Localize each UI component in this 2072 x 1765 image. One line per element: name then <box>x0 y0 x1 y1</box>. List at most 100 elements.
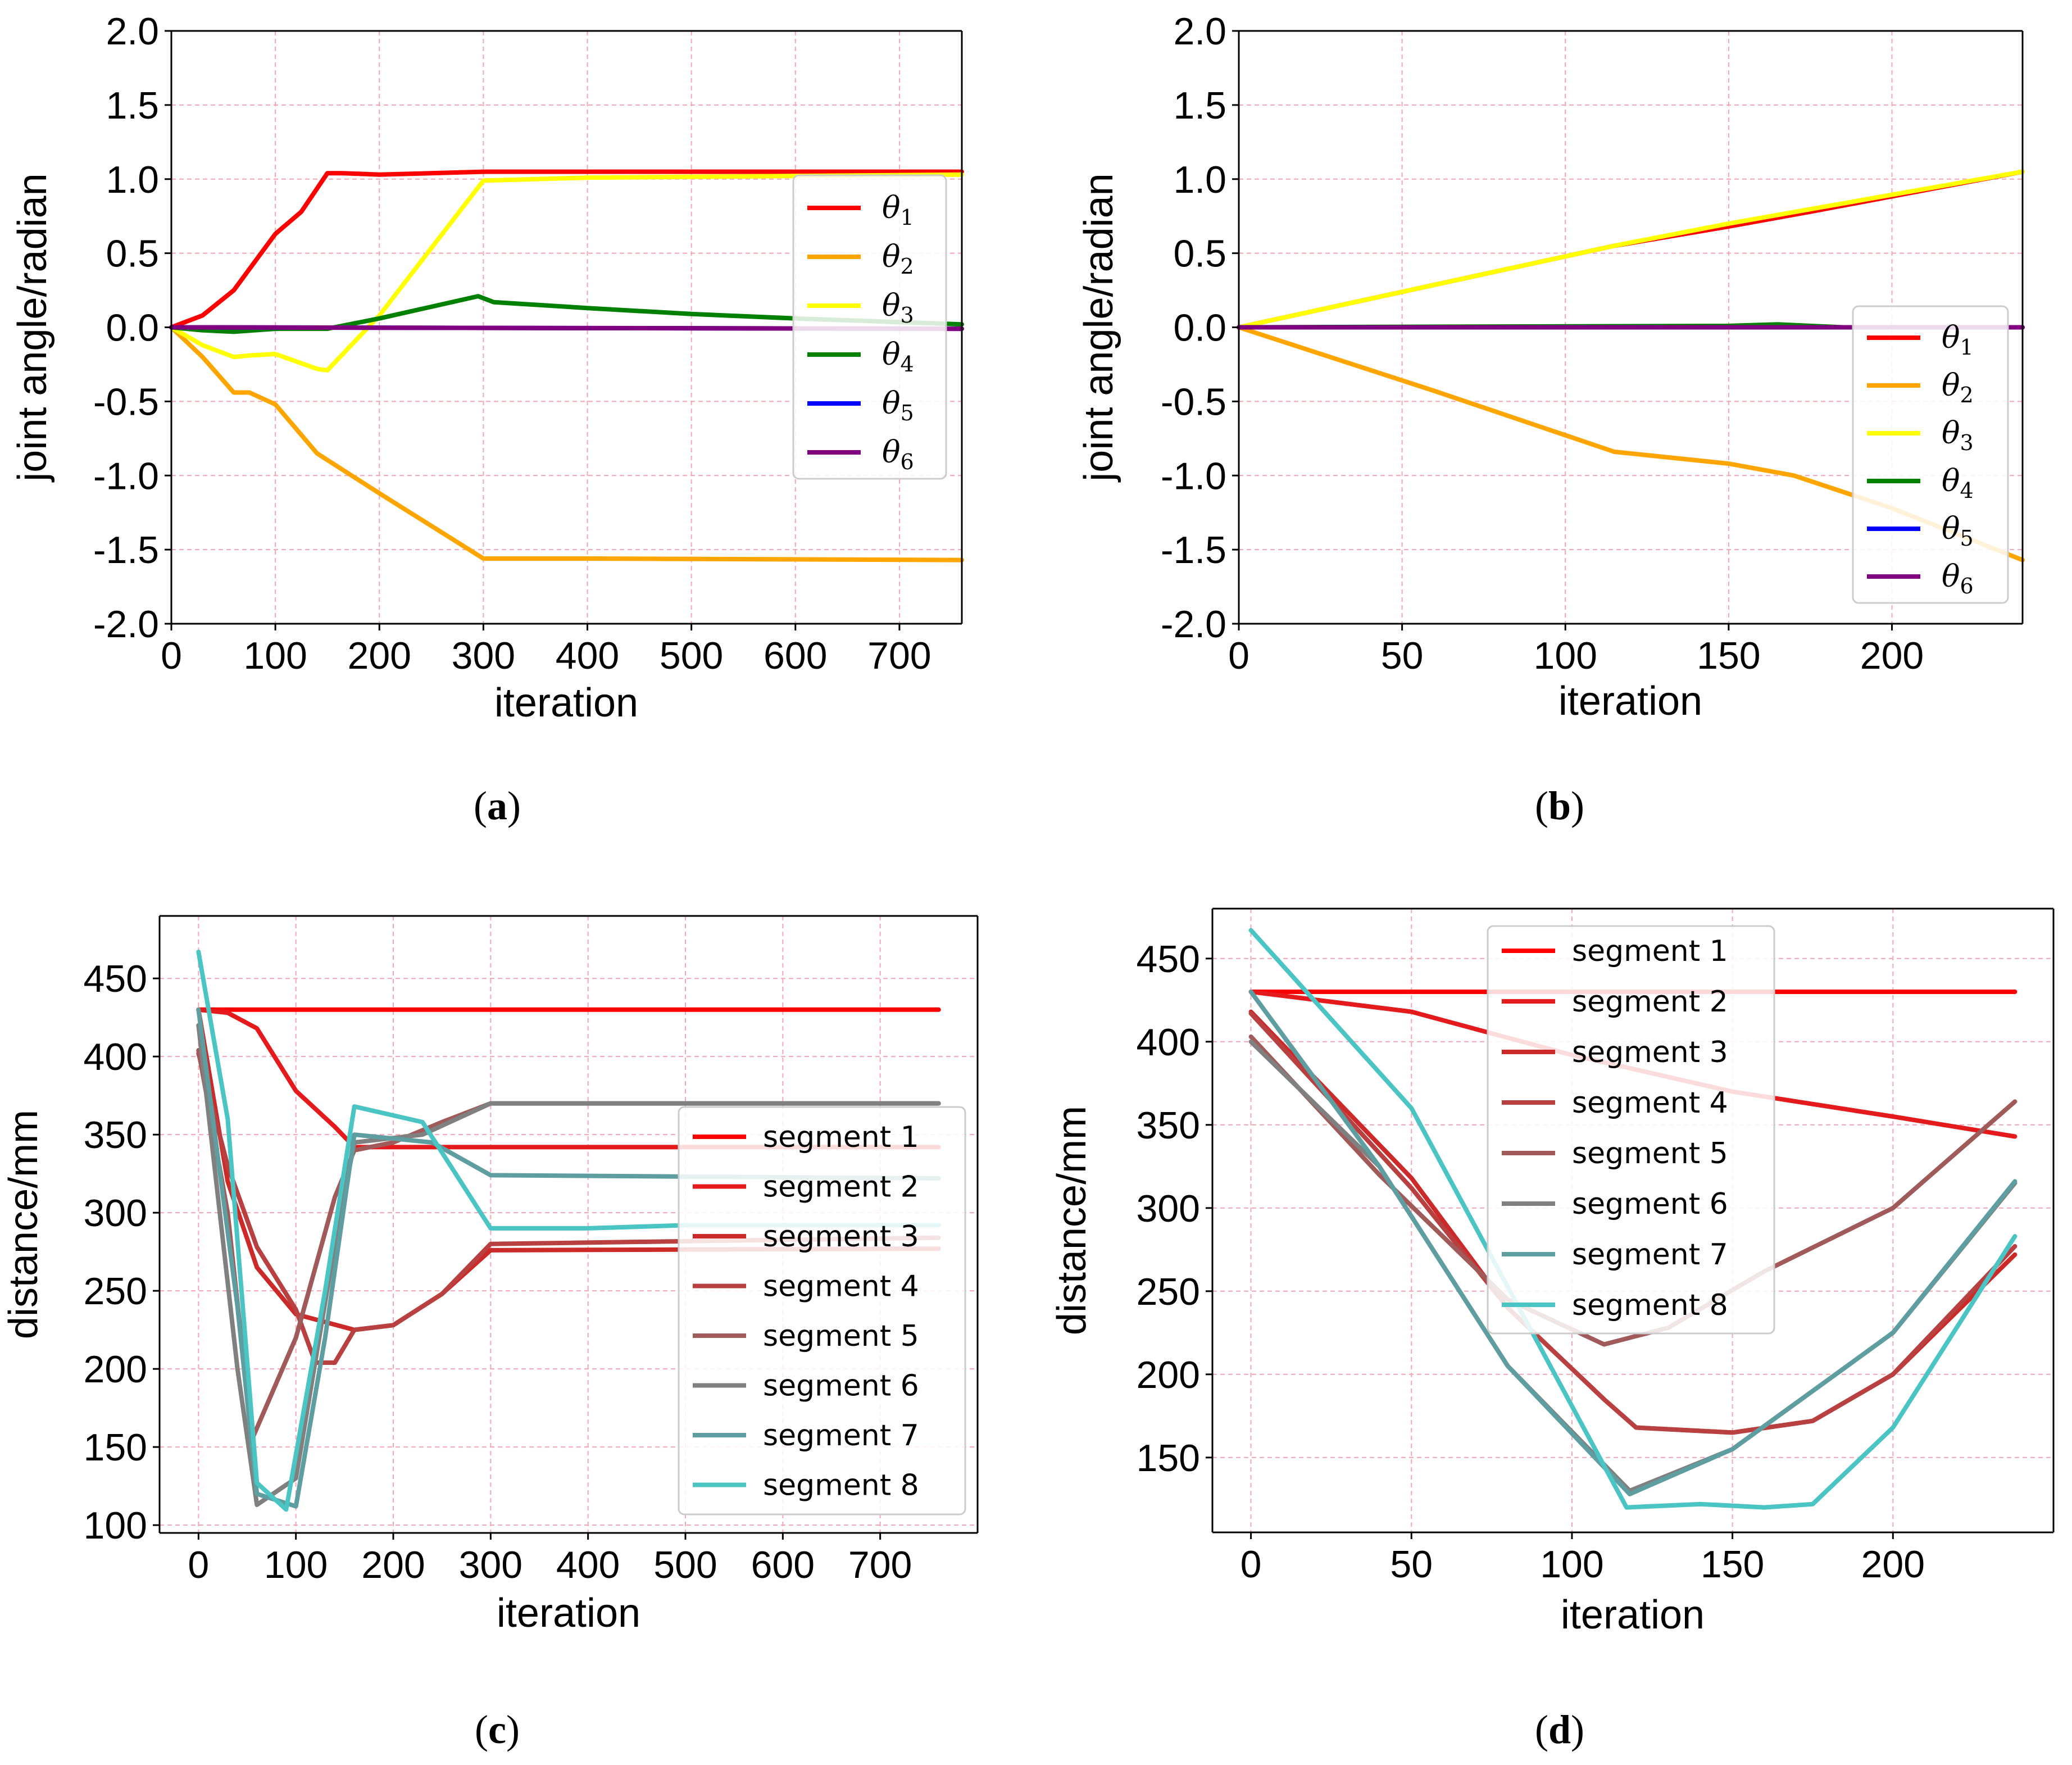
y-tick-label--1.5: -1.5 <box>93 529 159 571</box>
y-tick-label--0.5: -0.5 <box>93 380 159 423</box>
legend-label-8: segment 8 <box>763 1469 919 1503</box>
legend-label-4: segment 4 <box>763 1270 919 1304</box>
caption-a: (a) <box>474 783 521 828</box>
gridlines <box>160 916 978 1533</box>
x-tick-label-0: 0 <box>1228 634 1249 677</box>
panel-d-segment-distances: 0 50 100 150 200 450 400 350 300 250 200 150 iterati… <box>1049 908 2055 1637</box>
x-tick-label-700: 700 <box>867 634 931 677</box>
x-tick-label-200: 200 <box>348 634 411 677</box>
legend-label-2: segment 2 <box>763 1170 919 1204</box>
series-line-4 <box>169 294 964 334</box>
x-tick-label-150: 150 <box>1701 1543 1764 1586</box>
y-axis-title: joint angle/radian <box>10 173 55 482</box>
tick-labels: 0 100 200 300 400 500 600 700 450 400 350 300 250 200… <box>84 958 912 1586</box>
legend: segment 1 segment 2 segment 3 segment 4 segm… <box>1487 925 1775 1335</box>
series-line-4 <box>1248 1011 2018 1435</box>
legend-label-4: θ4 <box>1942 463 1974 503</box>
panel-a-joint-angles: 0 100 200 300 400 500 600 700 2.0 1.5 1.0 0.5 0.0 -0.… <box>10 10 964 725</box>
x-axis-title: iteration <box>494 680 638 725</box>
legend: θ1 θ2 θ3 θ4 θ5 θ6 <box>792 174 947 480</box>
y-tick-label-350: 350 <box>1137 1104 1200 1147</box>
y-tick-label-300: 300 <box>1137 1187 1200 1230</box>
x-tick-label-500: 500 <box>660 634 723 677</box>
legend-label-5: θ5 <box>1942 511 1974 551</box>
y-tick-label-300: 300 <box>84 1192 147 1235</box>
legend: θ1 θ2 θ3 θ4 θ5 θ6 <box>1852 305 2009 604</box>
legend-box <box>792 174 947 480</box>
legend-box <box>678 1106 966 1516</box>
series-line-4 <box>196 1051 941 1365</box>
legend-label-7: segment 7 <box>763 1419 919 1453</box>
y-tick-label-1: 1.0 <box>1173 158 1226 201</box>
y-tick-label--2: -2.0 <box>93 603 159 646</box>
y-tick-label--2: -2.0 <box>1161 603 1226 646</box>
x-tick-label-100: 100 <box>1534 634 1597 677</box>
legend-label-3: θ3 <box>1942 415 1974 455</box>
y-tick-label--1.5: -1.5 <box>1161 529 1226 571</box>
y-tick-label--1: -1.0 <box>93 455 159 497</box>
series-lines <box>196 949 941 1512</box>
series-lines <box>1237 169 2025 562</box>
y-tick-label-2: 2.0 <box>1173 10 1226 53</box>
x-tick-label-150: 150 <box>1697 634 1760 677</box>
legend-label-6: segment 6 <box>1572 1187 1728 1221</box>
y-tick-label-0: 0.0 <box>1173 307 1226 350</box>
y-tick-label-450: 450 <box>84 958 147 1000</box>
y-tick-label-250: 250 <box>1137 1271 1200 1313</box>
y-tick-label-1.5: 1.5 <box>106 84 159 127</box>
y-tick-label-1: 1.0 <box>106 158 159 201</box>
y-tick-label-2: 2.0 <box>106 10 159 53</box>
legend-label-3: segment 3 <box>1572 1036 1728 1069</box>
caption-b: (b) <box>1535 783 1584 828</box>
legend-label-3: segment 3 <box>763 1220 919 1254</box>
y-axis-title: distance/mm <box>1049 1106 1094 1335</box>
y-tick-label-250: 250 <box>84 1270 147 1313</box>
caption-c: (c) <box>475 1707 520 1752</box>
panel-b-joint-angles: 0 50 100 150 200 2.0 1.5 1.0 0.5 0.0 -0.5 -1.0 -1.5 -… <box>1076 10 2025 724</box>
series-line-8 <box>1248 928 2018 1510</box>
series-line-2 <box>196 1007 941 1150</box>
x-tick-label-100: 100 <box>243 634 307 677</box>
x-tick-label-500: 500 <box>653 1544 717 1586</box>
tick-labels: 0 50 100 150 200 450 400 350 300 250 200 150 <box>1137 938 1925 1586</box>
x-axis-title: iteration <box>1558 679 1702 724</box>
x-tick-label-100: 100 <box>1540 1543 1603 1586</box>
series-line-7 <box>196 1007 941 1509</box>
legend-label-6: θ6 <box>882 434 914 474</box>
y-tick-label-350: 350 <box>84 1114 147 1156</box>
x-tick-label-100: 100 <box>264 1544 328 1586</box>
legend-label-1: segment 1 <box>763 1120 919 1154</box>
y-axis-title: distance/mm <box>1 1110 46 1339</box>
legend: segment 1 segment 2 segment 3 segment 4 segm… <box>678 1106 966 1516</box>
legend-label-8: segment 8 <box>1572 1288 1728 1322</box>
y-tick-label-0.5: 0.5 <box>106 233 159 275</box>
tick-labels: 0 100 200 300 400 500 600 700 2.0 1.5 1.0 0.5 0.0 -0.… <box>93 10 932 677</box>
legend-label-7: segment 7 <box>1572 1238 1728 1272</box>
y-tick-label-450: 450 <box>1137 938 1200 981</box>
legend-label-4: θ4 <box>882 337 914 376</box>
gridlines <box>171 31 962 624</box>
x-tick-label-50: 50 <box>1381 634 1424 677</box>
legend-label-2: θ2 <box>1942 367 1974 407</box>
x-tick-label-200: 200 <box>1861 1543 1925 1586</box>
legend-label-2: segment 2 <box>1572 985 1728 1019</box>
legend-label-1: segment 1 <box>1572 934 1728 968</box>
x-axis-title: iteration <box>497 1591 640 1636</box>
legend-label-5: segment 5 <box>1572 1137 1728 1170</box>
x-tick-label-200: 200 <box>361 1544 425 1586</box>
x-tick-label-0: 0 <box>188 1544 209 1586</box>
caption-d: (d) <box>1535 1707 1584 1752</box>
series-line-3 <box>1237 169 2025 330</box>
legend-label-1: θ1 <box>882 190 914 230</box>
legend-label-3: θ3 <box>882 288 914 328</box>
y-tick-label--1: -1.0 <box>1161 455 1226 497</box>
series-line-5 <box>1248 1034 2018 1347</box>
x-tick-label-600: 600 <box>751 1544 815 1586</box>
y-tick-label-400: 400 <box>84 1036 147 1078</box>
y-tick-label-100: 100 <box>84 1504 147 1547</box>
series-line-6 <box>196 1023 941 1507</box>
series-line-7 <box>1248 990 2018 1496</box>
y-axis-title: joint angle/radian <box>1076 173 1121 482</box>
y-tick-label-150: 150 <box>1137 1437 1200 1480</box>
